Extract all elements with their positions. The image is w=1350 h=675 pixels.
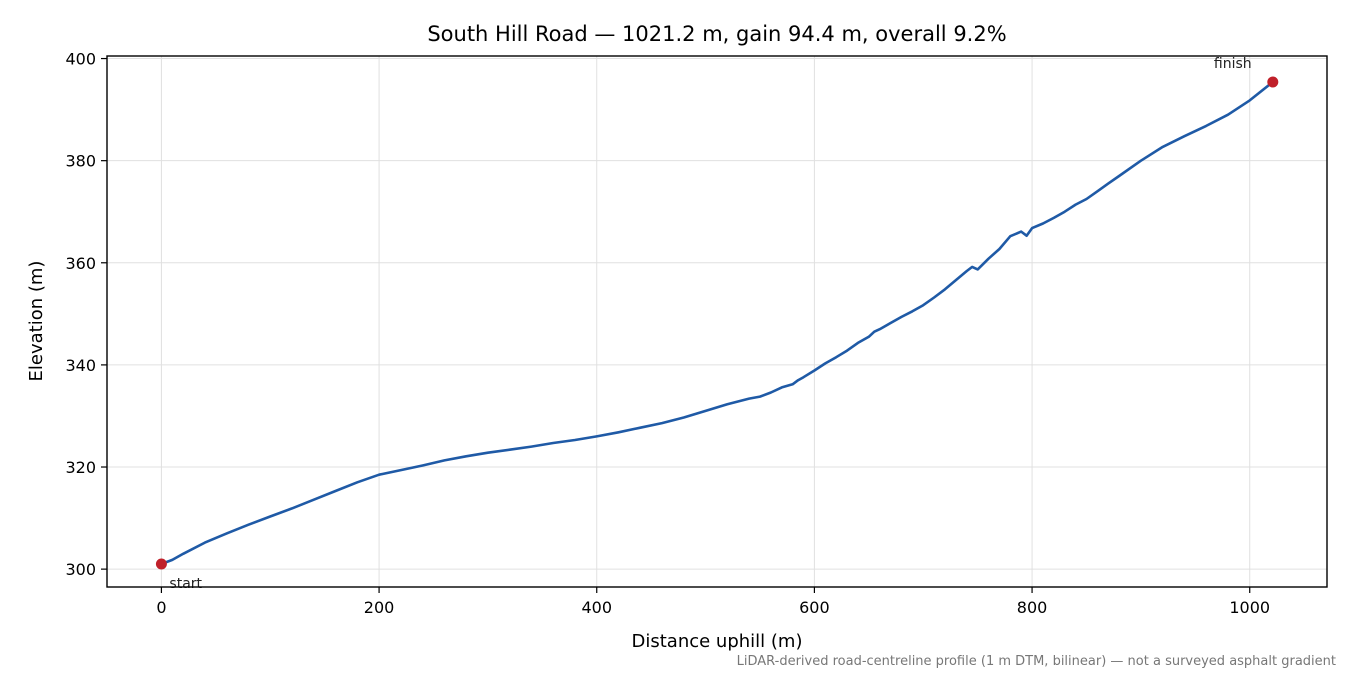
x-tick-label: 600	[799, 598, 830, 617]
y-axis-label: Elevation (m)	[26, 261, 47, 382]
chart-footnote: LiDAR-derived road-centreline profile (1…	[737, 654, 1336, 669]
y-axis-ticks: 300 320 340 360 380 400	[65, 50, 107, 579]
x-axis-ticks: 0 200 400 600 800 1000	[156, 587, 1270, 617]
elevation-profile-line	[160, 80, 1275, 566]
y-tick-label: 300	[65, 560, 96, 579]
x-tick-label: 800	[1017, 598, 1048, 617]
start-label: start	[169, 576, 202, 592]
series-group	[160, 80, 1275, 566]
y-tick-label: 340	[65, 356, 96, 375]
x-axis-label: Distance uphill (m)	[632, 631, 803, 652]
x-tick-label: 400	[581, 598, 612, 617]
y-tick-label: 360	[65, 254, 96, 273]
y-tick-label: 380	[65, 152, 96, 171]
plot-frame	[106, 55, 1328, 588]
finish-label: finish	[1214, 56, 1252, 72]
finish-marker	[1267, 76, 1279, 88]
x-tick-label: 1000	[1229, 598, 1270, 617]
y-tick-label: 400	[65, 50, 96, 69]
y-tick-label: 320	[65, 458, 96, 477]
marker-group: start finish	[155, 56, 1279, 592]
x-tick-label: 0	[156, 598, 166, 617]
start-marker	[155, 558, 167, 570]
chart-title: South Hill Road — 1021.2 m, gain 94.4 m,…	[427, 22, 1006, 46]
x-tick-label: 200	[364, 598, 395, 617]
grid-lines	[107, 56, 1327, 587]
